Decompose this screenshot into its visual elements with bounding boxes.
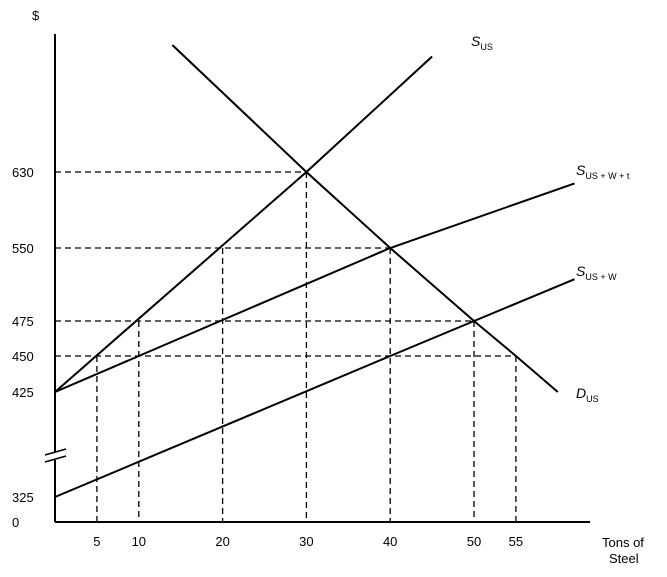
x-axis-label-line2: Steel [609,551,639,566]
x-tick-label-10: 10 [132,534,146,549]
s-us-label: SUS [471,33,493,52]
x-tick-label-40: 40 [383,534,397,549]
d-us-label: DUS [576,385,599,404]
y-origin-label: 0 [12,515,19,530]
x-tick-label-20: 20 [215,534,229,549]
y-tick-label-630: 630 [12,165,34,180]
s-us-w-t-label-main: S [576,162,586,178]
x-tick-label-55: 55 [509,534,523,549]
y-tick-label-475: 475 [12,314,34,329]
labels: $ 0 Tons of Steel SUS SUS + W + t SUS + … [12,8,644,566]
axis-break-mark-bottom [44,455,67,463]
y-tick-label-450: 450 [12,349,34,364]
s-us-w-label-main: S [576,263,586,279]
d-us-label-main: D [576,385,586,401]
axis-break-mark-top [44,448,67,456]
tick-labels: 5 10 20 30 40 50 55 325 425 450 475 550 630 [12,165,523,549]
s-us-label-main: S [471,33,481,49]
curves [54,44,575,498]
y-tick-label-550: 550 [12,241,34,256]
x-axis-label-line1: Tons of [602,535,644,550]
s-us-w-t-label-sub: US + W + t [585,171,630,181]
y-axis-label: $ [32,8,40,23]
s-us-w-label: SUS + W [576,263,617,282]
x-tick-label-30: 30 [299,534,313,549]
s-us-curve [54,55,433,393]
d-us-label-sub: US [586,394,599,404]
s-us-label-sub: US [480,42,493,52]
d-us-curve [171,44,559,393]
reference-dashed-lines [55,171,517,522]
x-tick-label-5: 5 [93,534,100,549]
s-us-w-label-sub: US + W [585,272,617,282]
s-us-w-curve [54,278,575,498]
axes [44,34,590,523]
s-us-w-t-curve [54,182,575,393]
s-us-w-t-label: SUS + W + t [576,162,630,181]
x-tick-label-50: 50 [467,534,481,549]
y-tick-label-425: 425 [12,385,34,400]
y-tick-label-325: 325 [12,490,34,505]
